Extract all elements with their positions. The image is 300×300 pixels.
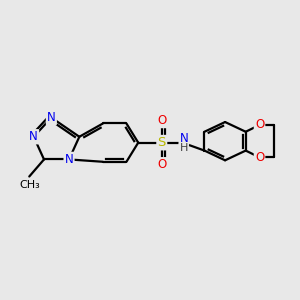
Text: O: O xyxy=(157,158,167,171)
Text: O: O xyxy=(255,151,264,164)
Text: CH₃: CH₃ xyxy=(19,180,40,190)
Text: N: N xyxy=(179,132,188,145)
Text: N: N xyxy=(47,111,56,124)
Text: S: S xyxy=(158,136,166,149)
Text: H: H xyxy=(180,143,188,153)
Text: N: N xyxy=(29,130,38,143)
Text: N: N xyxy=(65,153,74,166)
Text: O: O xyxy=(157,114,167,127)
Text: O: O xyxy=(255,118,264,131)
